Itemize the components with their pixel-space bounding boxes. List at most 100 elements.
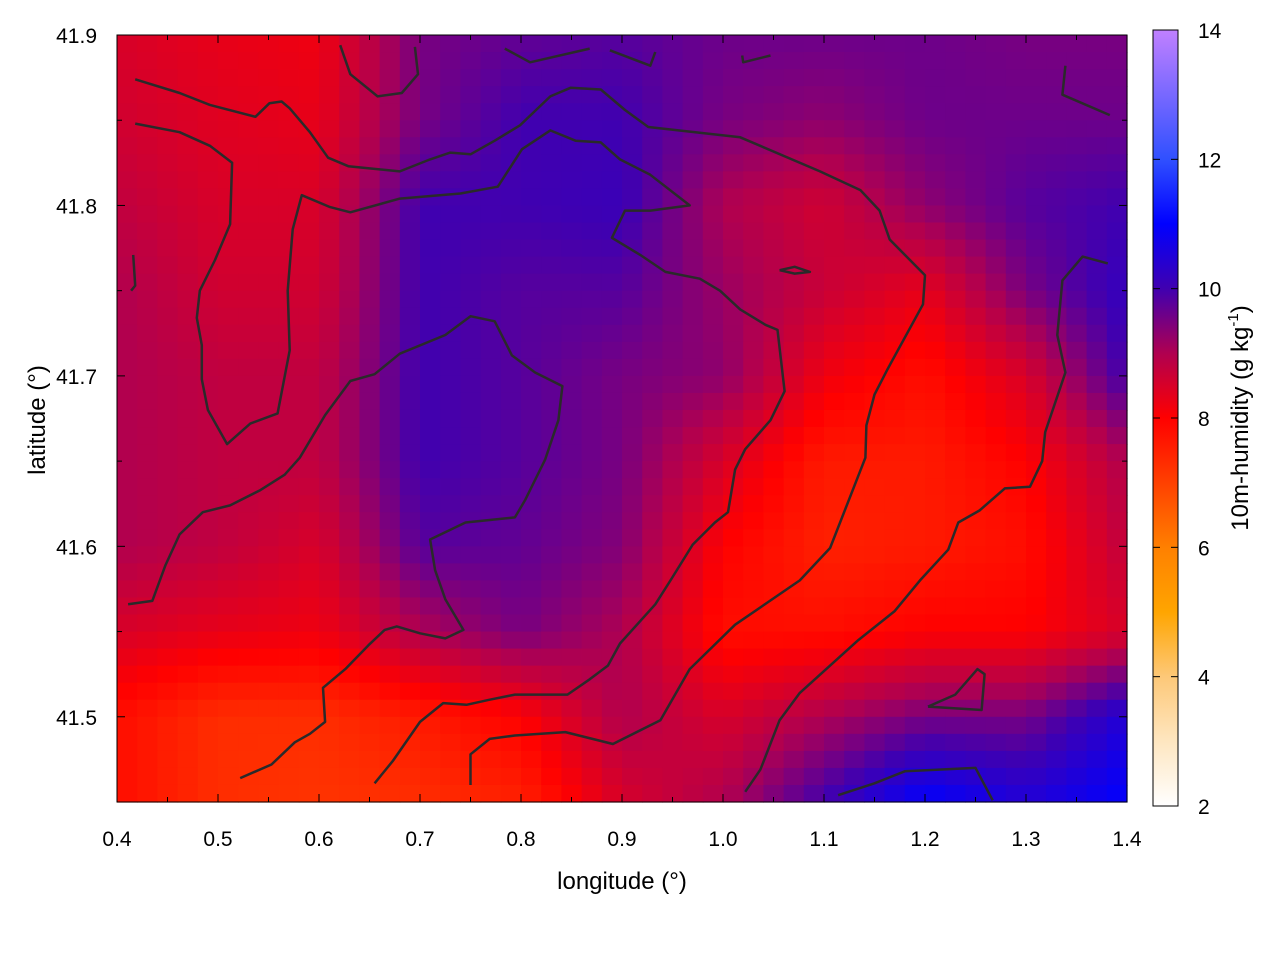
heatmap-cell <box>642 563 663 582</box>
heatmap-cell <box>541 103 562 121</box>
heatmap-cell <box>258 750 280 769</box>
heatmap-cell <box>904 427 926 445</box>
heatmap-cell <box>864 716 886 735</box>
heatmap-cell <box>601 716 623 735</box>
heatmap-cell <box>339 69 360 87</box>
heatmap-cell <box>622 137 643 155</box>
heatmap-cell <box>783 529 805 547</box>
heatmap-cell <box>1046 239 1067 258</box>
heatmap-cell <box>662 256 684 275</box>
heatmap-cell <box>500 69 522 87</box>
heatmap-cell <box>803 631 825 650</box>
heatmap-cell <box>278 648 300 667</box>
heatmap-cell <box>1046 188 1067 207</box>
heatmap-cell <box>1005 529 1027 547</box>
heatmap-cell <box>702 358 724 377</box>
heatmap-cell <box>197 631 219 650</box>
heatmap-cell <box>157 188 179 207</box>
heatmap-cell <box>541 495 562 513</box>
heatmap-cell <box>763 665 785 684</box>
heatmap-cell <box>904 290 926 309</box>
heatmap-cell <box>197 409 219 428</box>
heatmap-cell <box>1026 665 1047 684</box>
heatmap-cell <box>864 341 886 360</box>
heatmap-cell <box>803 35 825 53</box>
heatmap-cell <box>1066 392 1088 411</box>
heatmap-cell <box>339 307 360 326</box>
heatmap-cell <box>642 461 663 479</box>
heatmap-cell <box>480 597 502 616</box>
heatmap-cell <box>399 324 421 343</box>
heatmap-cell <box>945 733 966 752</box>
heatmap-cell <box>379 563 401 582</box>
heatmap-cell <box>985 205 1007 224</box>
heatmap-cell <box>864 273 886 292</box>
heatmap-cell <box>561 478 583 496</box>
heatmap-cell <box>1106 409 1128 428</box>
heatmap-cell <box>581 512 603 530</box>
heatmap-cell <box>824 563 845 582</box>
heatmap-cell <box>864 699 886 718</box>
heatmap-cell <box>622 648 643 667</box>
heatmap-cell <box>601 103 623 121</box>
heatmap-cell <box>319 86 340 104</box>
heatmap-cell <box>1106 239 1128 258</box>
heatmap-cell <box>864 256 886 275</box>
heatmap-cell <box>117 665 138 684</box>
heatmap-cell <box>238 290 259 309</box>
heatmap-cell <box>844 35 865 53</box>
heatmap-cell <box>541 784 562 803</box>
heatmap-cell <box>904 154 926 172</box>
heatmap-cell <box>278 733 300 752</box>
heatmap-cell <box>904 239 926 258</box>
heatmap-cell <box>420 716 441 735</box>
heatmap-cell <box>420 86 441 104</box>
heatmap-cell <box>278 478 300 496</box>
heatmap-cell <box>662 784 684 803</box>
heatmap-cell <box>137 375 158 394</box>
heatmap-cell <box>177 86 199 104</box>
heatmap-cell <box>1086 69 1108 87</box>
heatmap-cell <box>1066 699 1088 718</box>
heatmap-cell <box>723 273 744 292</box>
heatmap-cell <box>803 750 825 769</box>
heatmap-cell <box>1046 563 1067 582</box>
heatmap-cell <box>258 69 280 87</box>
heatmap-cell <box>1066 205 1088 224</box>
heatmap-cell <box>702 222 724 241</box>
heatmap-cell <box>985 614 1007 633</box>
heatmap-cell <box>682 256 704 275</box>
heatmap-cell <box>157 35 179 53</box>
contour-line <box>740 54 771 64</box>
heatmap-cell <box>864 86 886 104</box>
heatmap-cell <box>319 648 340 667</box>
heatmap-cell <box>500 409 522 428</box>
heatmap-cell <box>319 614 340 633</box>
heatmap-cell <box>541 716 562 735</box>
heatmap-cell <box>925 273 946 292</box>
heatmap-cell <box>460 784 482 803</box>
heatmap-cell <box>561 188 583 207</box>
heatmap-cell <box>1106 580 1128 599</box>
heatmap-cell <box>258 665 280 684</box>
heatmap-cell <box>702 69 724 87</box>
heatmap-cell <box>743 478 764 496</box>
heatmap-cell <box>662 324 684 343</box>
heatmap-cell <box>218 86 239 104</box>
heatmap-cell <box>723 512 744 530</box>
heatmap-cell <box>682 767 704 786</box>
heatmap-cell <box>702 461 724 479</box>
heatmap-cell <box>339 103 360 121</box>
heatmap-cell <box>500 324 522 343</box>
heatmap-cell <box>359 648 381 667</box>
heatmap-cell <box>904 222 926 241</box>
heatmap-cell <box>480 392 502 411</box>
heatmap-cell <box>137 682 158 701</box>
heatmap-cell <box>399 733 421 752</box>
heatmap-cell <box>824 35 845 53</box>
heatmap-cell <box>1086 546 1108 564</box>
heatmap-cell <box>702 35 724 53</box>
heatmap-cell <box>319 427 340 445</box>
heatmap-cell <box>803 188 825 207</box>
heatmap-cell <box>117 205 138 224</box>
